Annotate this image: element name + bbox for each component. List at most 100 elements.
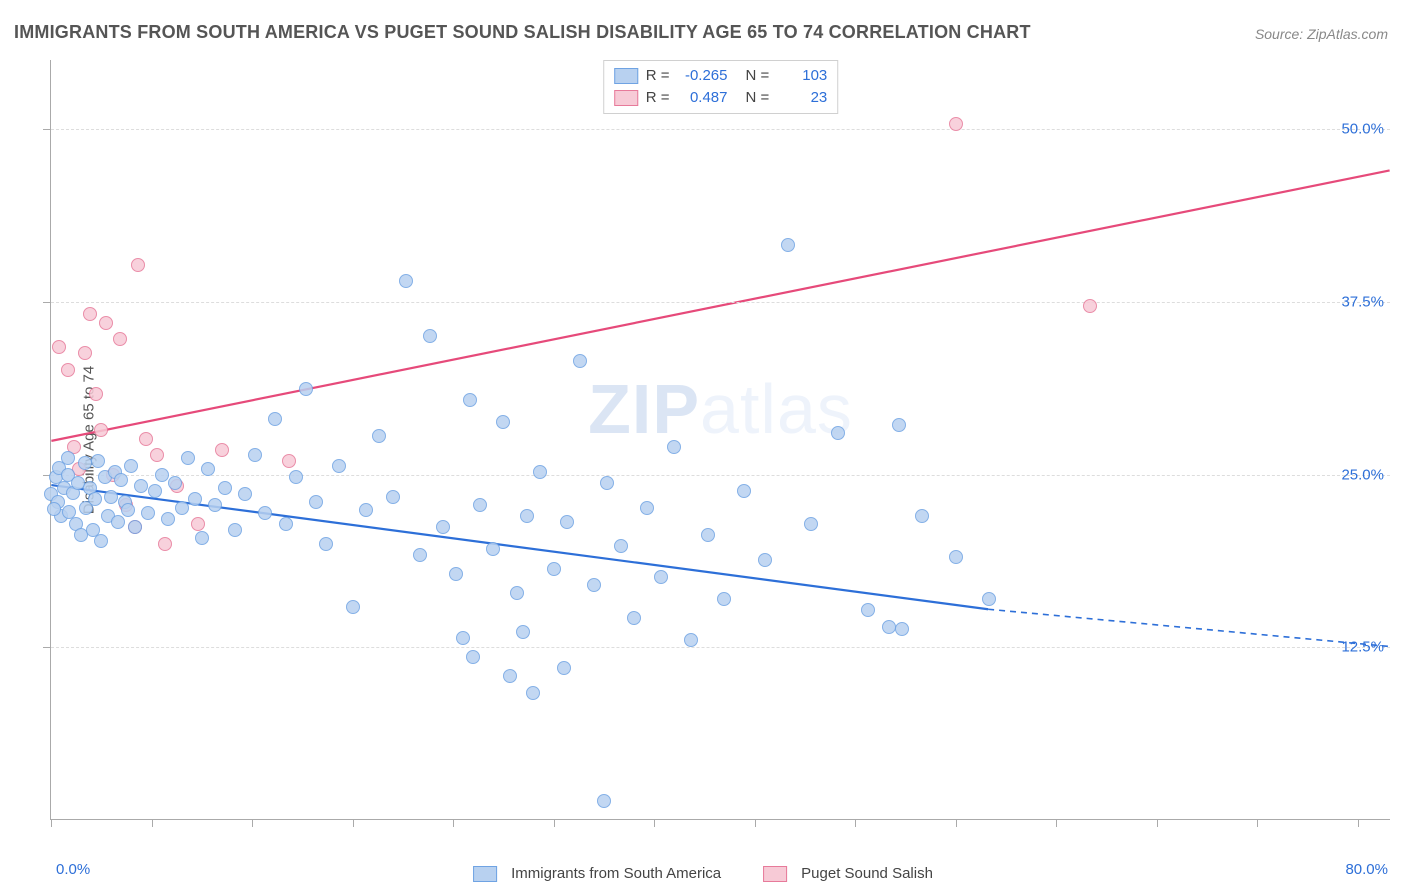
series-a-point <box>804 517 818 531</box>
series-a-point <box>78 456 92 470</box>
legend-stats-row-a: R = -0.265 N = 103 <box>614 65 828 87</box>
series-a-point <box>882 620 896 634</box>
series-a-point <box>667 440 681 454</box>
series-a-point <box>737 484 751 498</box>
series-a-point <box>47 502 61 516</box>
series-a-point <box>573 354 587 368</box>
y-tick-label: 50.0% <box>1341 121 1384 138</box>
series-a-point <box>279 517 293 531</box>
series-a-point <box>121 503 135 517</box>
series-a-point <box>831 426 845 440</box>
series-b-point <box>131 258 145 272</box>
series-a-point <box>299 382 313 396</box>
series-a-point <box>88 492 102 506</box>
x-tick <box>453 819 454 827</box>
gridline <box>51 129 1390 130</box>
series-a-point <box>503 669 517 683</box>
series-a-point <box>228 523 242 537</box>
series-a-point <box>61 451 75 465</box>
series-a-point <box>128 520 142 534</box>
series-a-point <box>168 476 182 490</box>
series-b-point <box>113 332 127 346</box>
trend-line-b <box>51 170 1389 440</box>
trend-line-a-dashed <box>988 609 1389 646</box>
series-a-point <box>208 498 222 512</box>
series-a-point <box>188 492 202 506</box>
series-a-point <box>413 548 427 562</box>
series-a-point <box>359 503 373 517</box>
series-a-point <box>94 534 108 548</box>
series-b-point <box>949 117 963 131</box>
series-b-point <box>78 346 92 360</box>
watermark-light: atlas <box>700 370 853 448</box>
swatch-series-b-icon <box>614 90 638 106</box>
gridline <box>51 647 1390 648</box>
series-b-point <box>99 316 113 330</box>
series-a-point <box>386 490 400 504</box>
r-label: R = <box>646 87 670 109</box>
r-label: R = <box>646 65 670 87</box>
series-a-point <box>141 506 155 520</box>
gridline <box>51 302 1390 303</box>
series-b-point <box>215 443 229 457</box>
n-label: N = <box>746 65 770 87</box>
series-a-point <box>701 528 715 542</box>
series-a-point <box>161 512 175 526</box>
series-a-point <box>195 531 209 545</box>
series-a-point <box>510 586 524 600</box>
legend-series: Immigrants from South America Puget Soun… <box>465 865 941 882</box>
series-a-point <box>949 550 963 564</box>
series-a-point <box>289 470 303 484</box>
series-a-point <box>557 661 571 675</box>
y-tick <box>43 302 51 303</box>
chart-container: IMMIGRANTS FROM SOUTH AMERICA VS PUGET S… <box>0 0 1406 892</box>
series-a-point <box>148 484 162 498</box>
series-a-point <box>218 481 232 495</box>
legend-stats: R = -0.265 N = 103 R = 0.487 N = 23 <box>603 60 839 114</box>
series-a-point <box>248 448 262 462</box>
series-a-point <box>175 501 189 515</box>
x-tick <box>252 819 253 827</box>
swatch-series-a-icon <box>473 866 497 882</box>
x-tick <box>554 819 555 827</box>
series-a-point <box>181 451 195 465</box>
x-axis-min-label: 0.0% <box>56 861 90 878</box>
y-tick-label: 12.5% <box>1341 639 1384 656</box>
x-tick <box>353 819 354 827</box>
x-tick <box>1157 819 1158 827</box>
series-a-point <box>526 686 540 700</box>
y-tick <box>43 647 51 648</box>
series-b-point <box>83 307 97 321</box>
series-a-point <box>895 622 909 636</box>
series-b-point <box>282 454 296 468</box>
n-label: N = <box>746 87 770 109</box>
legend-stats-row-b: R = 0.487 N = 23 <box>614 87 828 109</box>
trend-lines <box>51 60 1390 819</box>
n-value-a: 103 <box>777 65 827 87</box>
x-tick <box>956 819 957 827</box>
series-a-point <box>654 570 668 584</box>
series-a-point <box>597 794 611 808</box>
series-a-point <box>91 454 105 468</box>
series-a-point <box>449 567 463 581</box>
series-a-point <box>466 650 480 664</box>
x-tick <box>755 819 756 827</box>
r-value-a: -0.265 <box>678 65 728 87</box>
series-b-point <box>94 423 108 437</box>
series-a-point <box>892 418 906 432</box>
x-tick <box>152 819 153 827</box>
x-tick <box>1056 819 1057 827</box>
series-a-point <box>268 412 282 426</box>
series-a-point <box>399 274 413 288</box>
series-b-point <box>61 363 75 377</box>
series-a-point <box>114 473 128 487</box>
series-a-point <box>496 415 510 429</box>
x-axis-max-label: 80.0% <box>1345 861 1388 878</box>
swatch-series-a-icon <box>614 68 638 84</box>
x-tick <box>51 819 52 827</box>
series-b-point <box>89 387 103 401</box>
series-a-point <box>915 509 929 523</box>
series-a-point <box>516 625 530 639</box>
series-a-point <box>982 592 996 606</box>
series-a-point <box>423 329 437 343</box>
